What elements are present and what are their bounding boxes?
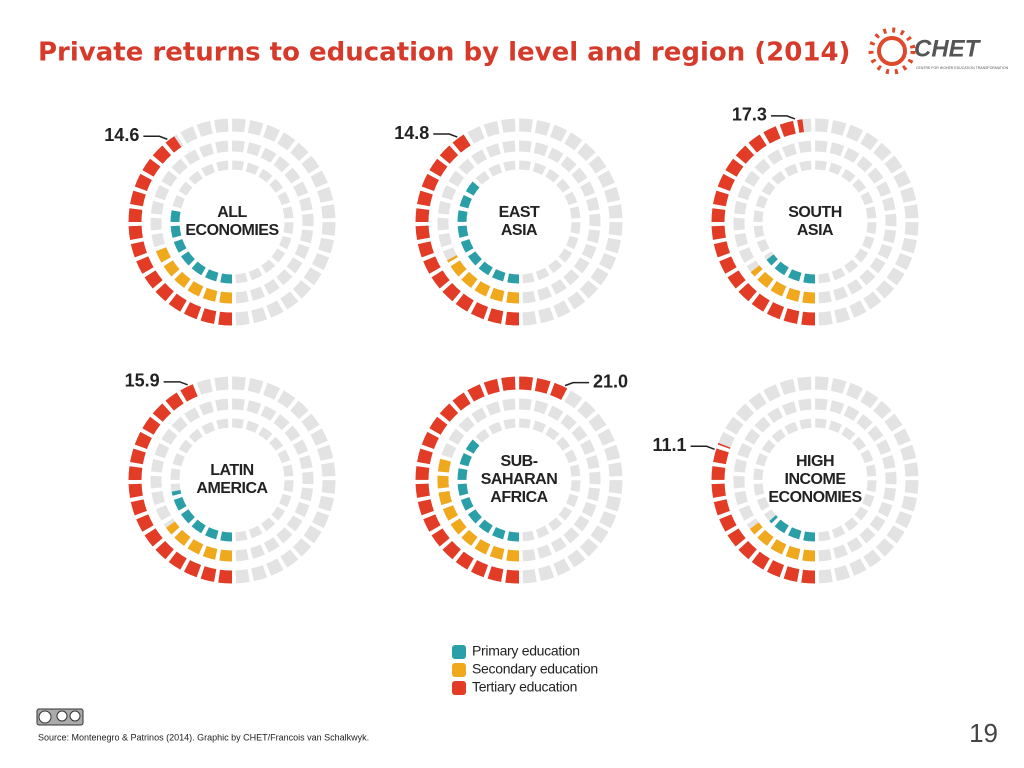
logo-subtitle: CENTRE FOR HIGHER EDUCATION TRANSFORMATI…	[916, 66, 1009, 70]
category-label: ALL ECONOMIES	[185, 204, 279, 239]
legend-swatch	[452, 663, 466, 677]
label-leader	[564, 381, 590, 387]
ring-background	[733, 398, 897, 562]
radial-chart: 14.6 ALL ECONOMIES	[104, 118, 336, 326]
ring-segment	[166, 521, 233, 562]
label-leader	[163, 381, 188, 386]
value-label: 11.1	[653, 435, 687, 455]
label-leader	[143, 135, 168, 140]
radial-chart: 21.0 SUB-SAHARAN AFRICA	[415, 371, 628, 584]
source-note: Source: Montenegro & Patrinos (2014). Gr…	[38, 732, 369, 742]
category-label: LATIN AMERICA	[196, 462, 268, 497]
ring-background	[415, 118, 623, 326]
ring-background	[150, 398, 314, 562]
ring-segment	[415, 134, 520, 326]
category-label: EAST ASIA	[499, 204, 540, 239]
ring-segment	[128, 136, 233, 326]
ring-background	[128, 118, 336, 326]
logo-ring	[877, 36, 907, 66]
ring-segment	[711, 119, 816, 326]
cc-badge-icon	[38, 710, 52, 724]
page-number: 19	[969, 718, 998, 748]
ring-background	[753, 160, 877, 284]
ring-segment	[171, 489, 233, 542]
ring-background	[733, 140, 897, 304]
ring-segment	[750, 265, 816, 304]
ring-background	[711, 118, 919, 326]
ring-background	[128, 376, 336, 584]
ring-background	[711, 376, 919, 584]
ring-segment	[128, 383, 233, 584]
ring-background	[753, 418, 877, 542]
cc-badge-icon	[56, 710, 68, 722]
ring-background	[415, 376, 623, 584]
label-leader	[770, 115, 796, 120]
legend-label: Primary education	[472, 643, 580, 659]
ring-segment	[749, 522, 816, 562]
ring-segment	[457, 437, 520, 542]
ring-background	[150, 140, 314, 304]
ring-segment	[170, 208, 233, 284]
value-label: 17.3	[732, 105, 767, 125]
ring-segment	[447, 254, 520, 304]
radial-chart: 17.3 SOUTH ASIA	[711, 105, 919, 326]
value-label: 21.0	[593, 371, 628, 391]
value-label: 15.9	[125, 371, 160, 391]
ring-background	[437, 140, 601, 304]
value-label: 14.6	[104, 125, 139, 145]
ring-segment	[415, 376, 571, 584]
radial-chart: 11.1 HIGH INCOME ECONOMIES	[653, 376, 919, 584]
radial-chart: 15.9 LATIN AMERICA	[125, 371, 336, 584]
legend-label: Tertiary education	[472, 679, 577, 695]
label-leader	[690, 445, 715, 451]
value-label: 14.8	[394, 123, 429, 143]
ring-background	[437, 398, 601, 562]
slide-title: Private returns to education by level an…	[38, 38, 850, 68]
category-label: SUB-SAHARAN AFRICA	[481, 453, 558, 506]
ring-segment	[766, 254, 816, 284]
ring-segment	[711, 442, 816, 584]
legend-label: Secondary education	[472, 661, 598, 677]
ring-background	[457, 418, 581, 542]
cc-badge-icon	[69, 710, 81, 722]
ring-segment	[155, 247, 233, 304]
category-label: SOUTH ASIA	[788, 204, 842, 239]
label-leader	[433, 133, 458, 138]
legend-swatch	[452, 645, 466, 659]
radial-chart: 14.8 EAST ASIA	[394, 118, 623, 326]
ring-background	[170, 160, 294, 284]
ring-segment	[457, 179, 520, 284]
ring-segment	[769, 514, 816, 542]
ring-background	[170, 418, 294, 542]
logo-name: CHET	[914, 35, 982, 62]
logo-rays	[868, 27, 916, 75]
ring-background	[457, 160, 581, 284]
cc-badge	[36, 708, 84, 726]
ring-segment	[437, 454, 520, 562]
legend-swatch	[452, 681, 466, 695]
category-label: HIGH INCOME ECONOMIES	[768, 453, 862, 506]
logo: CHET CENTRE FOR HIGHER EDUCATION TRANSFO…	[868, 27, 1009, 75]
